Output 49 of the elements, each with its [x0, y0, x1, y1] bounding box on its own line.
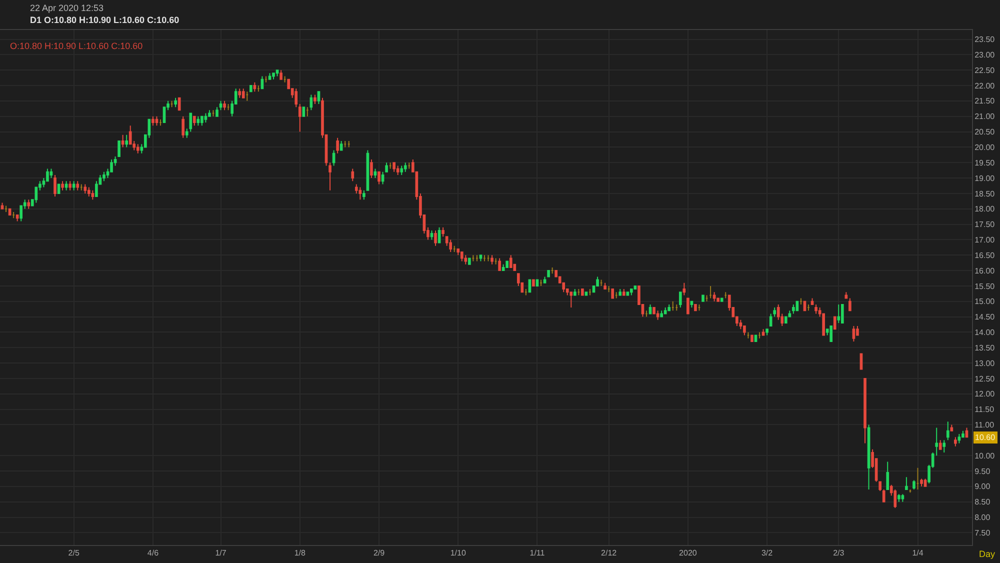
y-tick-label: 21.50	[974, 96, 996, 106]
y-tick-label: 22.00	[974, 81, 996, 90]
y-tick-label: 17.50	[974, 220, 996, 230]
x-axis-title: Day	[979, 549, 996, 559]
y-tick-label: 19.00	[974, 174, 996, 183]
x-tick-label: 2/3	[833, 548, 845, 558]
x-tick-label: 1/10	[450, 548, 466, 558]
x-tick-label: 1/8	[294, 548, 306, 558]
y-tick-label: 23.50	[974, 35, 996, 44]
y-tick-label: 12.50	[974, 374, 996, 384]
y-tick-label: 15.00	[974, 297, 996, 306]
x-tick-label: 3/2	[761, 548, 774, 558]
x-tick-label: 1/7	[215, 548, 227, 558]
y-tick-label: 16.50	[974, 250, 996, 260]
x-tick-label: 4/6	[147, 548, 160, 558]
y-tick-label: 18.00	[974, 204, 996, 214]
y-tick-label: 7.50	[974, 528, 991, 538]
y-tick-label: 11.50	[974, 405, 995, 414]
y-tick-label: 22.50	[974, 66, 996, 75]
chart-title: 22 Apr 2020 12:53	[30, 3, 104, 13]
y-tick-label: 19.50	[974, 158, 996, 168]
y-tick-label: 13.50	[974, 343, 996, 352]
y-tick-label: 9.00	[974, 482, 991, 492]
y-tick-label: 9.50	[974, 466, 991, 476]
y-tick-label: 16.00	[974, 266, 996, 276]
y-tick-label: 13.00	[974, 358, 996, 368]
y-tick-label: 20.00	[974, 142, 996, 152]
y-tick-label: 21.00	[974, 112, 996, 122]
x-tick-label: 1/11	[530, 548, 546, 558]
annotation: 10.60	[975, 433, 996, 442]
y-tick-label: 23.00	[974, 50, 996, 60]
x-tick-label: 2020	[679, 548, 698, 558]
y-tick-label: 18.50	[974, 189, 996, 198]
annotation: O:10.80 H:10.90 L:10.60 C:10.60	[10, 41, 143, 51]
y-tick-label: 14.00	[974, 328, 996, 338]
y-tick-label: 8.00	[974, 513, 991, 522]
x-tick-label: 2/9	[373, 548, 386, 558]
y-tick-label: 20.50	[974, 128, 996, 137]
chart-subtitle: D1 O:10.80 H:10.90 L:10.60 C:10.60	[30, 15, 180, 25]
y-tick-label: 12.00	[974, 390, 996, 399]
y-tick-label: 8.50	[974, 498, 991, 507]
y-tick-label: 17.00	[974, 236, 996, 244]
y-tick-label: 10.00	[974, 451, 996, 460]
x-tick-label: 2/12	[601, 548, 618, 558]
y-tick-label: 15.50	[974, 282, 996, 291]
y-tick-label: 14.50	[974, 312, 996, 322]
x-tick-label: 2/5	[68, 548, 80, 558]
y-tick-label: 11.00	[974, 420, 995, 430]
x-tick-label: 1/4	[912, 548, 924, 558]
